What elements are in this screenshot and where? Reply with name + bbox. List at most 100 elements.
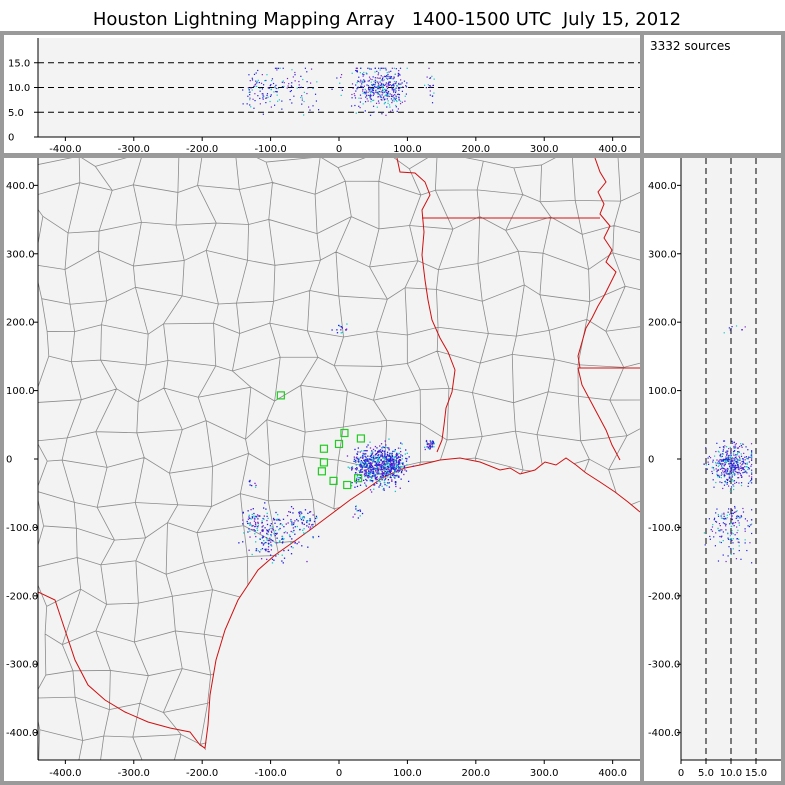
source-point bbox=[427, 443, 429, 446]
source-point-altitude-ns bbox=[744, 466, 746, 468]
source-point-altitude-ew bbox=[317, 109, 320, 111]
source-point-altitude-ew bbox=[361, 73, 364, 75]
source-point-altitude-ns bbox=[721, 517, 723, 519]
source-point bbox=[296, 518, 298, 521]
source-point-altitude-ew bbox=[367, 85, 370, 87]
source-point bbox=[272, 529, 274, 531]
source-point bbox=[380, 467, 382, 469]
source-point bbox=[393, 468, 395, 471]
source-point bbox=[360, 450, 363, 452]
altitude-ns-x-tick-label: 10.0 bbox=[720, 768, 742, 779]
source-point-altitude-ns bbox=[726, 517, 728, 519]
source-point-altitude-ew bbox=[390, 70, 392, 72]
source-point-altitude-ew bbox=[289, 90, 291, 93]
source-point-altitude-ns bbox=[740, 558, 742, 560]
source-point-altitude-ew bbox=[262, 95, 264, 97]
source-point bbox=[377, 469, 380, 471]
source-point bbox=[385, 460, 388, 463]
source-point bbox=[365, 450, 367, 452]
source-point bbox=[375, 470, 377, 472]
source-point bbox=[314, 517, 317, 520]
source-point-altitude-ew bbox=[394, 88, 396, 90]
source-point-altitude-ns bbox=[726, 454, 728, 456]
source-point bbox=[367, 468, 369, 470]
source-point-altitude-ns bbox=[739, 467, 741, 469]
source-point bbox=[389, 464, 391, 466]
source-point bbox=[361, 462, 364, 464]
source-point-altitude-ns bbox=[719, 529, 721, 531]
source-point-altitude-ns bbox=[716, 508, 718, 510]
source-point-altitude-ew bbox=[383, 90, 385, 92]
source-point bbox=[262, 525, 264, 527]
source-point bbox=[388, 462, 390, 464]
source-point bbox=[389, 471, 392, 474]
source-point bbox=[397, 471, 399, 474]
source-point bbox=[395, 463, 397, 465]
source-point bbox=[261, 530, 263, 532]
source-point-altitude-ns bbox=[748, 526, 751, 528]
source-point-altitude-ns bbox=[741, 458, 744, 460]
source-point-altitude-ew bbox=[396, 100, 398, 103]
source-point bbox=[384, 450, 386, 452]
source-point bbox=[303, 528, 305, 530]
source-point-altitude-ns bbox=[734, 454, 737, 456]
source-point-altitude-ns bbox=[736, 515, 738, 517]
source-point-altitude-ns bbox=[732, 460, 734, 462]
source-point-altitude-ns bbox=[729, 461, 731, 463]
source-point-altitude-ns bbox=[708, 455, 710, 458]
source-point bbox=[366, 464, 369, 466]
source-point-altitude-ns bbox=[735, 471, 737, 473]
source-point-altitude-ns bbox=[730, 472, 733, 474]
station-marker bbox=[354, 474, 363, 483]
source-point-altitude-ew bbox=[380, 79, 382, 81]
source-point bbox=[255, 549, 257, 552]
source-point-altitude-ew bbox=[395, 99, 397, 102]
source-point-altitude-ns bbox=[730, 553, 732, 555]
source-point bbox=[266, 519, 268, 522]
source-point-altitude-ns bbox=[733, 457, 735, 459]
source-point-altitude-ns bbox=[740, 484, 743, 487]
source-point bbox=[368, 471, 370, 474]
source-point-altitude-ew bbox=[370, 81, 372, 83]
source-point bbox=[294, 541, 296, 543]
source-point-altitude-ns bbox=[751, 479, 753, 481]
plan-view-y-tick-label: 400.0 bbox=[6, 181, 35, 192]
source-point-altitude-ns bbox=[735, 443, 737, 445]
source-point-altitude-ns bbox=[730, 486, 733, 488]
source-point bbox=[262, 535, 264, 537]
source-point-altitude-ns bbox=[722, 554, 724, 556]
source-point-altitude-ew bbox=[380, 75, 382, 77]
source-point-altitude-ew bbox=[379, 88, 381, 90]
source-point-altitude-ns bbox=[737, 462, 739, 464]
source-point-altitude-ew bbox=[307, 87, 309, 89]
source-point-altitude-ew bbox=[362, 103, 364, 105]
source-point-altitude-ew bbox=[286, 77, 289, 80]
source-point-altitude-ns bbox=[713, 519, 715, 521]
source-point bbox=[389, 463, 392, 466]
source-point-altitude-ew bbox=[370, 91, 372, 93]
source-point bbox=[281, 538, 284, 540]
source-point bbox=[263, 542, 265, 545]
source-point-altitude-ns bbox=[740, 453, 742, 455]
source-point-altitude-ew bbox=[372, 76, 374, 78]
source-point bbox=[376, 456, 378, 459]
source-point bbox=[372, 471, 374, 473]
source-point-altitude-ns bbox=[737, 447, 739, 449]
source-point-altitude-ew bbox=[385, 69, 387, 71]
source-point bbox=[256, 527, 258, 530]
source-point bbox=[390, 468, 393, 470]
source-point-altitude-ns bbox=[742, 443, 745, 446]
altitude-ns-y-tick-label: 400.0 bbox=[648, 181, 677, 192]
source-point bbox=[266, 539, 268, 541]
source-point-altitude-ew bbox=[299, 86, 301, 89]
source-point bbox=[430, 446, 433, 448]
plan-view-x-tick-label: 0 bbox=[336, 768, 342, 779]
source-point-altitude-ns bbox=[722, 531, 724, 533]
source-point-altitude-ns bbox=[737, 471, 739, 474]
source-point bbox=[366, 446, 368, 448]
source-point-altitude-ew bbox=[390, 95, 393, 97]
source-point-altitude-ns bbox=[726, 473, 728, 475]
source-point-altitude-ew bbox=[399, 100, 402, 102]
source-point bbox=[385, 466, 387, 468]
source-point-altitude-ns bbox=[726, 469, 728, 471]
